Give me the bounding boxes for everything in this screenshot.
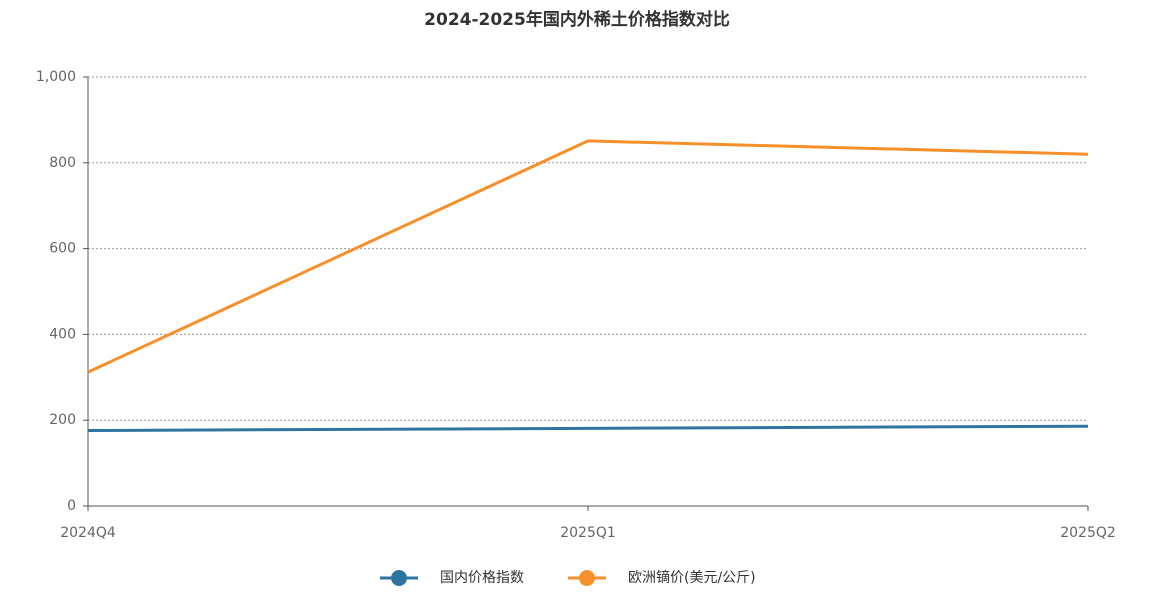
- y-tick-label: 800: [49, 155, 76, 171]
- legend-label: 欧洲镝价(美元/公斤): [628, 569, 756, 586]
- x-tick-label: 2025Q2: [1060, 525, 1116, 541]
- legend-marker: [579, 570, 595, 586]
- legend-marker: [391, 570, 407, 586]
- y-tick-label: 0: [67, 498, 76, 514]
- series-line: [87, 424, 1089, 432]
- y-tick-label: 400: [49, 326, 76, 342]
- x-tick-label: 2024Q4: [60, 525, 116, 541]
- y-tick-label: 600: [49, 241, 76, 257]
- x-tick-label: 2025Q1: [560, 525, 616, 541]
- y-tick-label: 1,000: [36, 69, 76, 85]
- chart-title: 2024-2025年国内外稀土价格指数对比: [424, 9, 730, 30]
- series-line: [87, 139, 1089, 374]
- y-tick-label: 200: [49, 412, 76, 428]
- legend-label: 国内价格指数: [440, 570, 524, 586]
